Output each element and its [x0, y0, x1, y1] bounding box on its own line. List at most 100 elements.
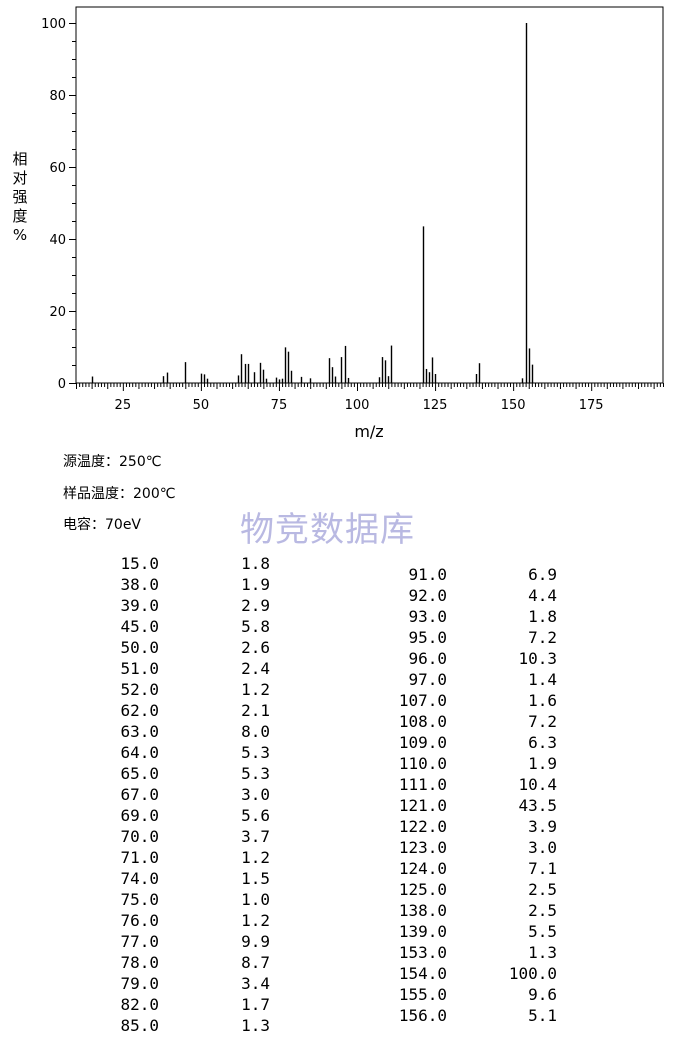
peak-abundance: 10.4 — [518, 775, 557, 794]
peak-abundance: 1.5 — [241, 869, 270, 888]
peak-mz: 65.0 — [120, 764, 159, 783]
peak-table-row: 82.0 1.7 — [0, 995, 680, 1016]
peak-abundance: 3.9 — [528, 817, 557, 836]
y-axis-label: 相 对 强 度 % — [10, 150, 30, 245]
peak-abundance: 1.7 — [241, 995, 270, 1014]
peak-table-row: 110.0 1.9 — [0, 754, 680, 775]
peak-table-row: 79.0 3.4 — [0, 974, 680, 995]
peak-abundance: 10.3 — [518, 649, 557, 668]
peak-abundance: 5.3 — [241, 743, 270, 762]
peak-mz: 138.0 — [398, 901, 447, 920]
peak-abundance: 1.8 — [528, 607, 557, 626]
peak-abundance: 3.7 — [241, 827, 270, 846]
peak-abundance: 1.2 — [241, 680, 270, 699]
y-axis-label-char: 相 — [12, 150, 28, 168]
peak-mz: 121.0 — [398, 796, 447, 815]
peak-mz: 51.0 — [120, 659, 159, 678]
peak-mz: 79.0 — [120, 974, 159, 993]
peak-mz: 45.0 — [120, 617, 159, 636]
peak-mz: 97.0 — [408, 670, 447, 689]
peak-table-left: 15.0 1.8 38.0 1.9 39.0 2.9 45.0 5.8 50.0 2.6 51.0 2… — [0, 554, 680, 1037]
peak-abundance: 2.9 — [241, 596, 270, 615]
peak-mz: 156.0 — [398, 1006, 447, 1025]
peak-abundance: 1.9 — [528, 754, 557, 773]
y-axis-label-char: 对 — [12, 169, 28, 187]
peak-abundance: 5.5 — [528, 922, 557, 941]
peak-mz: 93.0 — [408, 607, 447, 626]
peak-abundance: 1.6 — [528, 691, 557, 710]
peak-mz: 64.0 — [120, 743, 159, 762]
peak-mz: 50.0 — [120, 638, 159, 657]
peak-table-row: 139.0 5.5 — [0, 922, 680, 943]
peak-abundance: 9.9 — [241, 932, 270, 951]
peak-abundance: 7.2 — [528, 628, 557, 647]
peak-abundance: 8.0 — [241, 722, 270, 741]
chart-peaks — [91, 23, 534, 383]
x-tick-label: 50 — [193, 398, 210, 413]
peak-table-row: 45.0 5.8 — [0, 617, 680, 638]
peak-mz: 76.0 — [120, 911, 159, 930]
peak-mz: 70.0 — [120, 827, 159, 846]
peak-mz: 122.0 — [398, 817, 447, 836]
peak-mz: 91.0 — [408, 565, 447, 584]
peak-table-row: 156.0 5.1 — [0, 1006, 680, 1027]
peak-mz: 109.0 — [398, 733, 447, 752]
peak-mz: 139.0 — [398, 922, 447, 941]
chart-axes — [69, 6, 664, 391]
watermark-text: 物竞数据库 — [240, 510, 415, 550]
ionization-energy: 电容：70eV — [63, 517, 142, 533]
peak-abundance: 1.9 — [241, 575, 270, 594]
peak-mz: 108.0 — [398, 712, 447, 731]
y-tick-label: 80 — [49, 89, 66, 104]
peak-mz: 62.0 — [120, 701, 159, 720]
peak-table-row: 96.0 10.3 — [0, 649, 680, 670]
y-tick-label: 20 — [49, 305, 66, 320]
peak-abundance: 3.4 — [241, 974, 270, 993]
peak-table-row: 51.0 2.4 — [0, 659, 680, 680]
peak-table-row: 62.0 2.1 — [0, 701, 680, 722]
peak-mz: 110.0 — [398, 754, 447, 773]
peak-table-row: 124.0 7.1 — [0, 859, 680, 880]
peak-table-row: 75.0 1.0 — [0, 890, 680, 911]
peak-abundance: 5.1 — [528, 1006, 557, 1025]
peak-mz: 67.0 — [120, 785, 159, 804]
peak-table-row: 71.0 1.2 — [0, 848, 680, 869]
peak-mz: 69.0 — [120, 806, 159, 825]
peak-table-row: 111.0 10.4 — [0, 775, 680, 796]
y-tick-label: 40 — [49, 233, 66, 248]
peak-table-row: 123.0 3.0 — [0, 838, 680, 859]
peak-mz: 155.0 — [398, 985, 447, 1004]
peak-table-row: 15.0 1.8 — [0, 554, 680, 575]
peak-mz: 82.0 — [120, 995, 159, 1014]
peak-mz: 92.0 — [408, 586, 447, 605]
peak-abundance: 1.3 — [528, 943, 557, 962]
peak-abundance: 5.8 — [241, 617, 270, 636]
peak-abundance: 2.6 — [241, 638, 270, 657]
peak-table-row: 69.0 5.6 — [0, 806, 680, 827]
peak-table-row: 63.0 8.0 — [0, 722, 680, 743]
x-tick-label: 175 — [579, 398, 604, 413]
peak-mz: 63.0 — [120, 722, 159, 741]
peak-table-row: 76.0 1.2 — [0, 911, 680, 932]
peak-abundance: 1.3 — [241, 1016, 270, 1035]
peak-abundance: 6.3 — [528, 733, 557, 752]
x-axis-label: m/z — [354, 422, 383, 441]
peak-abundance: 3.0 — [241, 785, 270, 804]
x-tick-label: 125 — [423, 398, 448, 413]
peak-table-row: 70.0 3.7 — [0, 827, 680, 848]
peak-mz: 107.0 — [398, 691, 447, 710]
peak-mz: 153.0 — [398, 943, 447, 962]
peak-abundance: 7.2 — [528, 712, 557, 731]
peak-table-right: 91.0 6.9 92.0 4.4 93.0 1.8 95.0 7.2 96.0 10.3 97.0… — [0, 565, 680, 1027]
peak-mz: 154.0 — [398, 964, 447, 983]
peak-table-row: 52.0 1.2 — [0, 680, 680, 701]
peak-mz: 77.0 — [120, 932, 159, 951]
peak-table-row: 38.0 1.9 — [0, 575, 680, 596]
peak-abundance: 2.1 — [241, 701, 270, 720]
peak-abundance: 1.2 — [241, 848, 270, 867]
peak-abundance: 2.5 — [528, 901, 557, 920]
peak-mz: 38.0 — [120, 575, 159, 594]
y-tick-label: 60 — [49, 161, 66, 176]
peak-mz: 96.0 — [408, 649, 447, 668]
peak-table-row: 93.0 1.8 — [0, 607, 680, 628]
